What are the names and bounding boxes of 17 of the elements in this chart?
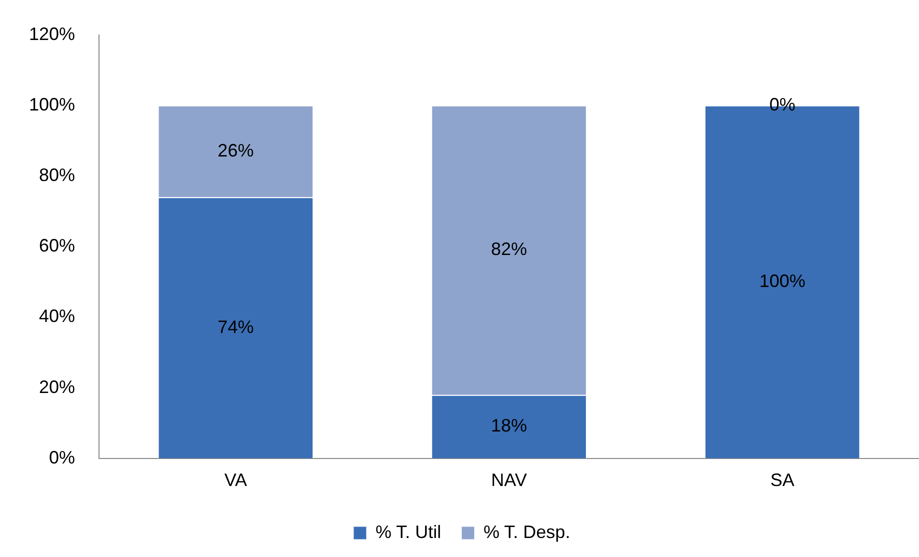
data-label: 18% [491, 416, 528, 436]
x-tick-label: NAV [491, 470, 527, 490]
x-tick-label: VA [224, 470, 248, 490]
data-label: 74% [218, 316, 254, 337]
data-label: 26% [218, 140, 254, 160]
data-label: 100% [759, 270, 806, 291]
y-tick-label: 40% [39, 306, 76, 326]
y-tick-label: 60% [39, 236, 76, 256]
x-tick-label: SA [770, 470, 794, 490]
y-tick-label: 100% [28, 94, 76, 114]
data-label: 82% [491, 239, 528, 260]
y-tick-label: 80% [39, 164, 76, 185]
y-tick-label: 0% [49, 447, 76, 468]
y-tick-label: 20% [39, 376, 76, 397]
legend-label: % T. Util [375, 522, 442, 542]
legend-label: % T. Desp. [483, 522, 570, 542]
y-tick-label: 120% [28, 24, 76, 44]
